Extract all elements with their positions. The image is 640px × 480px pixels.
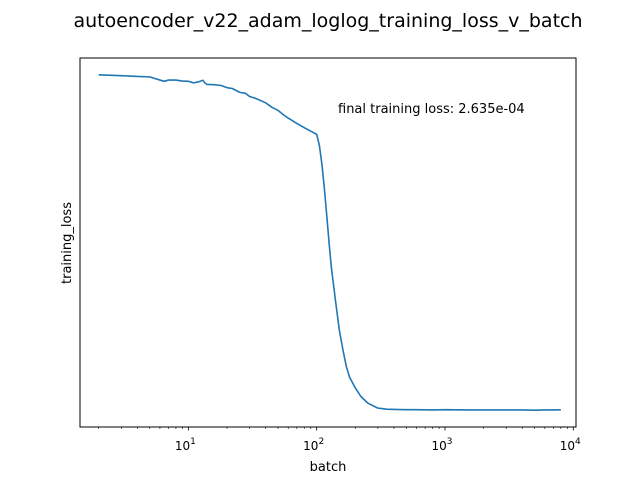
loss-series-line <box>98 73 561 412</box>
x-axis-ticks: 101 102 103 104 <box>98 427 581 453</box>
y-axis-label: training_loss <box>60 202 75 284</box>
final-loss-annotation: final training loss: 2.635e-04 <box>338 102 525 117</box>
x-axis-label: batch <box>310 460 347 475</box>
chart-title: autoencoder_v22_adam_loglog_training_los… <box>73 10 582 32</box>
x-tick-label: 102 <box>303 437 324 453</box>
plot-frame <box>79 57 577 428</box>
x-tick-label: 103 <box>431 437 452 453</box>
x-tick-label: 104 <box>560 437 581 453</box>
x-tick-label: 101 <box>175 437 196 453</box>
